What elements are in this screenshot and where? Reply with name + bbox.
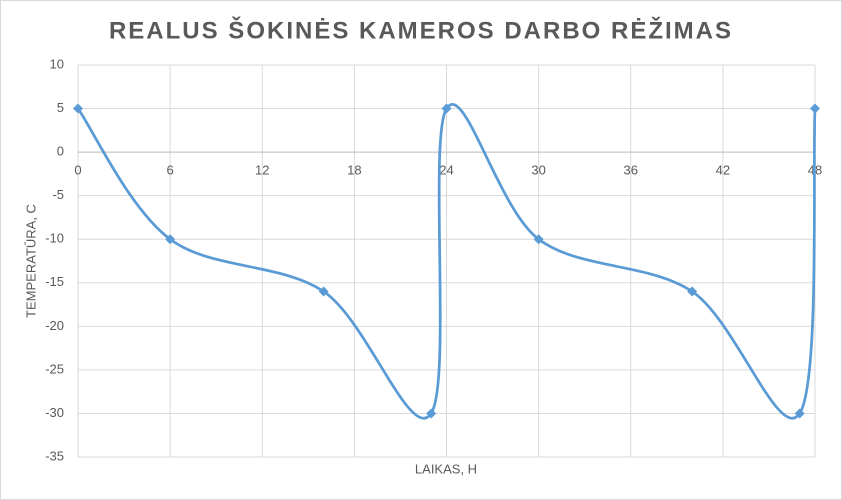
- data-marker: [794, 408, 805, 419]
- data-marker: [687, 286, 698, 297]
- data-marker: [441, 103, 452, 114]
- y-tick-label: -15: [45, 274, 64, 289]
- y-tick-label: 10: [50, 56, 64, 71]
- x-tick-label: 30: [531, 163, 545, 178]
- data-marker: [810, 103, 820, 114]
- data-marker: [426, 408, 437, 419]
- y-tick-label: -5: [52, 187, 64, 202]
- data-marker: [533, 234, 544, 245]
- y-tick-label: -20: [45, 318, 64, 333]
- data-marker: [318, 286, 329, 297]
- x-tick-label: 12: [255, 163, 269, 178]
- y-tick-label: -10: [45, 231, 64, 246]
- chart-title: REALUS ŠOKINĖS KAMEROS DARBO RĖŽIMAS: [109, 16, 733, 44]
- data-marker: [165, 234, 176, 245]
- y-tick-label: -35: [45, 448, 64, 463]
- y-tick-label: -30: [45, 405, 64, 420]
- x-tick-label: 6: [167, 163, 174, 178]
- y-tick-label: 0: [57, 144, 64, 159]
- y-axis-title: TEMPERATŪRA, C: [23, 204, 38, 318]
- data-marker: [73, 103, 83, 114]
- x-tick-label: 24: [439, 163, 453, 178]
- x-axis-title: LAIKAS, H: [415, 461, 477, 476]
- y-tick-label: 5: [57, 100, 64, 115]
- x-tick-label: 18: [347, 163, 361, 178]
- y-tick-label: -25: [45, 361, 64, 376]
- x-tick-label: 0: [74, 163, 81, 178]
- x-tick-label: 36: [624, 163, 638, 178]
- x-tick-label: 42: [716, 163, 730, 178]
